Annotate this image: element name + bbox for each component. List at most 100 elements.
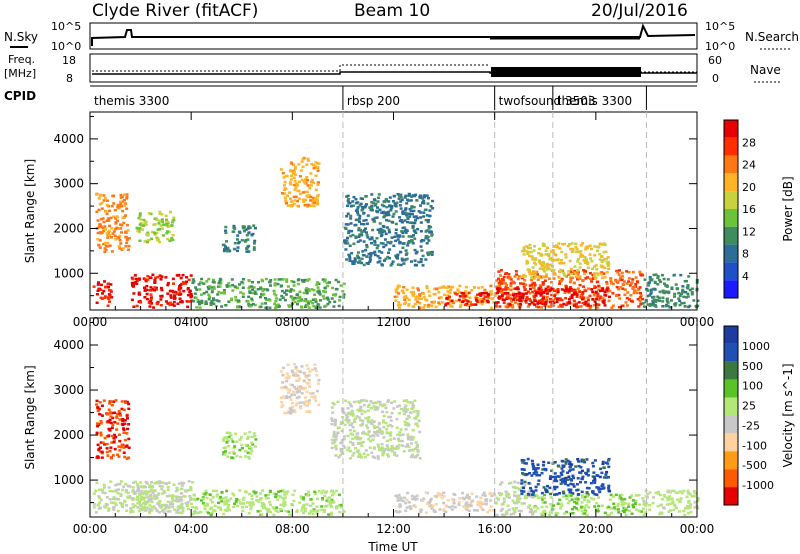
heatmap-cell [378,231,382,235]
heatmap-cell [253,445,257,448]
heatmap-cell [222,290,226,294]
heatmap-cell [333,440,337,444]
heatmap-cell [118,247,122,250]
heatmap-cell [547,263,551,267]
heatmap-cell [389,209,393,212]
heatmap-cell [356,435,360,439]
heatmap-cell [186,305,190,309]
colorbar-tick-label: 28 [742,136,756,149]
heatmap-cell [637,494,641,497]
heatmap-cell [198,302,201,306]
heatmap-cell [419,260,423,264]
heatmap-cell [146,274,150,278]
heatmap-cell [521,294,525,297]
heatmap-cell [430,304,434,308]
heatmap-cell [295,391,299,394]
heatmap-cell [499,509,503,512]
heatmap-cell [459,300,463,304]
heatmap-cell [536,466,540,470]
heatmap-cell [426,197,430,200]
heatmap-cell [524,301,528,305]
heatmap-cell [554,297,558,300]
heatmap-cell [500,296,504,299]
heatmap-cell [323,278,327,282]
heatmap-cell [376,200,380,203]
heatmap-cell [639,294,643,297]
heatmap-cell [638,270,642,274]
heatmap-cell [392,407,396,410]
heatmap-cell [376,196,380,199]
heatmap-cell [284,492,288,496]
heatmap-cell [464,299,468,302]
heatmap-cell [104,228,107,231]
y-tick-label: 3000 [53,383,84,397]
heatmap-cell [397,493,401,497]
heatmap-cell [111,232,115,235]
heatmap-cell [370,237,374,241]
heatmap-cell [145,284,149,288]
heatmap-cell [346,242,350,245]
heatmap-cell [228,285,232,288]
heatmap-cell [410,221,414,224]
heatmap-cell [265,507,269,510]
heatmap-cell [305,287,309,290]
heatmap-cell [616,280,620,284]
heatmap-cell [303,507,307,510]
heatmap-cell [586,245,590,248]
heatmap-cell [325,504,329,507]
heatmap-cell [591,461,595,465]
heatmap-cell [274,299,278,303]
heatmap-cell [336,431,340,435]
heatmap-cell [556,502,560,505]
heatmap-cell [656,490,660,494]
heatmap-cell [673,504,677,508]
heatmap-cell [601,289,605,292]
colorbar-swatch [724,469,738,488]
heatmap-cell [132,305,136,308]
heatmap-cell [202,502,205,505]
heatmap-cell [138,507,142,510]
heatmap-cell [605,282,609,285]
heatmap-cell [545,295,549,299]
heatmap-cell [484,502,488,506]
heatmap-cell [427,219,430,222]
heatmap-cell [110,250,114,253]
heatmap-cell [121,247,125,250]
heatmap-cell [406,217,410,220]
heatmap-cell [250,285,254,288]
heatmap-cell [580,509,584,513]
heatmap-cell [354,235,358,238]
heatmap-cell [411,438,415,441]
heatmap-cell [285,372,289,376]
heatmap-cell [208,295,212,299]
y-tick-label: 2000 [53,221,84,235]
heatmap-cell [686,295,690,298]
heatmap-cell [362,430,366,434]
heatmap-cell [231,230,235,233]
heatmap-cell [162,511,166,514]
heatmap-cell [380,233,384,236]
heatmap-cell [598,252,602,256]
heatmap-cell [430,250,434,254]
heatmap-cell [159,278,163,281]
heatmap-cell [572,304,576,307]
heatmap-cell [244,491,248,494]
heatmap-cell [279,489,283,493]
heatmap-cell [113,433,116,437]
heatmap-cell [141,228,144,231]
heatmap-cell [321,497,324,500]
heatmap-cell [387,213,391,217]
heatmap-cell [410,494,414,498]
heatmap-cell [497,491,501,495]
heatmap-cell [426,305,430,309]
heatmap-cell [234,298,238,302]
heatmap-cell [442,495,446,498]
heatmap-cell [443,293,447,297]
heatmap-cell [500,294,504,298]
heatmap-cell [653,280,657,284]
heatmap-cell [224,231,228,234]
heatmap-cell [517,500,521,503]
heatmap-cell [336,426,340,429]
heatmap-cell [226,455,230,458]
heatmap-cell [629,282,633,285]
